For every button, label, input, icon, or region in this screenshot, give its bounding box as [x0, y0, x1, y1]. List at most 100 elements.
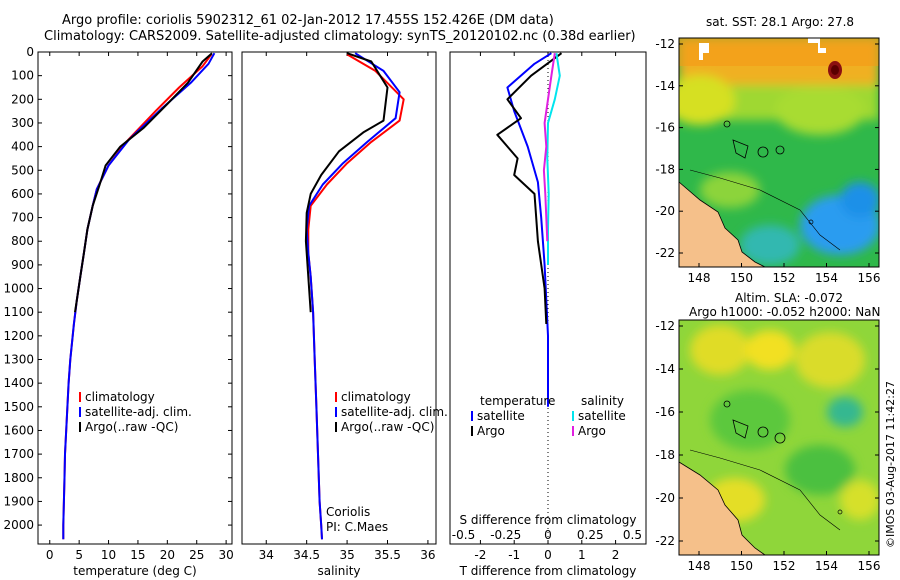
- x-tick-label: 30: [218, 548, 233, 562]
- y-tick-label: 1000: [3, 282, 34, 296]
- map-y-tick-label: -12: [655, 37, 675, 51]
- y-tick-label: 1600: [3, 423, 34, 437]
- series-line-2: [546, 53, 561, 265]
- y-tick-label: 1900: [3, 494, 34, 508]
- map-y-tick-label: -16: [655, 121, 675, 135]
- y-tick-label: 0: [26, 45, 34, 59]
- figure-title-line2: Climatology: CARS2009. Satellite-adjuste…: [44, 29, 636, 44]
- map-x-tick-label: 152: [773, 271, 796, 285]
- x-tick-label: -1: [508, 548, 520, 562]
- x-top-tick-label: 0.5: [623, 528, 642, 542]
- x-tick-label: 2: [612, 548, 620, 562]
- map-y-tick-label: -16: [655, 405, 675, 419]
- y-tick-label: 900: [11, 258, 34, 272]
- sla-map: 148 150 152 154 156 -12 -14 -16 -18 -20 -22: [655, 319, 880, 573]
- map-x-tick-label: 150: [730, 559, 753, 573]
- x-tick-label: 0: [46, 548, 54, 562]
- x-tick-label: 0: [544, 548, 552, 562]
- map-x-tick-label: 156: [858, 271, 881, 285]
- legend-label: climatology: [341, 390, 411, 404]
- legend-label: climatology: [85, 390, 155, 404]
- y-tick-label: 500: [11, 163, 34, 177]
- x-tick-label: 15: [130, 548, 145, 562]
- y-tick-label: 700: [11, 211, 34, 225]
- x-tick-label: 5: [75, 548, 83, 562]
- series-line-0: [506, 52, 552, 407]
- y-tick-label: 1800: [3, 471, 34, 485]
- map-y-tick-label: -22: [655, 246, 675, 260]
- x-tick-label: 10: [101, 548, 116, 562]
- map-x-tick-label: 156: [858, 559, 881, 573]
- sst-map: 148 150 152 154 156 -12 -14 -16 -18 -20 -22: [655, 37, 880, 285]
- y-tick-label: 2000: [3, 518, 34, 532]
- map-y-tick-label: -14: [655, 79, 675, 93]
- series-line-1: [496, 52, 563, 325]
- map-x-tick-label: 148: [688, 559, 711, 573]
- map-x-tick-label: 152: [773, 559, 796, 573]
- x-top-tick-label: -0.25: [490, 528, 521, 542]
- legend-label: satellite-adj. clim.: [341, 405, 448, 419]
- series-line-3: [542, 53, 556, 242]
- x-tick-label: 34: [259, 548, 274, 562]
- map-x-tick-label: 154: [815, 271, 838, 285]
- legend-label: Argo: [477, 424, 505, 438]
- x-top-tick-label: 0.25: [577, 528, 604, 542]
- x-tick-label: 36: [420, 548, 435, 562]
- salinity-profile-panel: 34 34.5 35 35.5 36 salinity climatologysatelli…: [241, 51, 448, 578]
- x-axis-label: temperature (deg C): [73, 564, 196, 578]
- sla-map-title: Altim. SLA: -0.072: [735, 291, 844, 305]
- map-y-tick-label: -14: [655, 362, 675, 376]
- x-top-tick-label: -0.5: [452, 528, 475, 542]
- legend-label: salinity: [581, 394, 624, 408]
- temperature-profile-panel: 0100200300400500600700800900100011001200…: [3, 45, 233, 578]
- map-y-tick-label: -22: [655, 534, 675, 548]
- map-y-tick-label: -20: [655, 204, 675, 218]
- x-tick-label: 35.5: [374, 548, 401, 562]
- x-top-tick-label: 0: [544, 528, 552, 542]
- y-tick-label: 1400: [3, 376, 34, 390]
- sla-map-subtitle: Argo h1000: -0.052 h2000: NaN: [689, 305, 881, 319]
- legend-label: temperature: [480, 394, 555, 408]
- annotation-text: Coriolis: [326, 505, 370, 519]
- sst-map-title: sat. SST: 28.1 Argo: 27.8: [706, 15, 855, 29]
- y-tick-label: 1100: [3, 305, 34, 319]
- series-line-2: [304, 52, 389, 313]
- x-tick-label: 35: [339, 548, 354, 562]
- map-x-tick-label: 154: [815, 559, 838, 573]
- imos-stamp: ©IMOS 03-Aug-2017 11:42:27: [884, 381, 897, 548]
- legend-label: satellite-adj. clim.: [85, 405, 192, 419]
- y-tick-label: 800: [11, 234, 34, 248]
- y-tick-label: 400: [11, 140, 34, 154]
- difference-profile-panel: -2 -1 0 1 2 T difference from climatology S di…: [449, 51, 647, 578]
- legend-label: Argo(..raw -QC): [341, 420, 434, 434]
- x-tick-label: 1: [578, 548, 586, 562]
- legend-label: satellite: [578, 409, 626, 423]
- y-tick-label: 600: [11, 187, 34, 201]
- legend-label: Argo: [578, 424, 606, 438]
- x-top-axis-label: S difference from climatology: [460, 513, 637, 527]
- figure-title-line1: Argo profile: coriolis 5902312_61 02-Jan…: [62, 13, 554, 28]
- y-tick-label: 1700: [3, 447, 34, 461]
- x-tick-label: 25: [189, 548, 204, 562]
- x-axis-label: T difference from climatology: [459, 564, 637, 578]
- map-y-tick-label: -18: [655, 448, 675, 462]
- y-tick-label: 100: [11, 69, 34, 83]
- x-axis-label: salinity: [317, 564, 360, 578]
- legend-label: Argo(..raw -QC): [85, 420, 178, 434]
- x-tick-label: 20: [160, 548, 175, 562]
- map-y-tick-label: -18: [655, 162, 675, 176]
- annotation-text: PI: C.Maes: [326, 520, 388, 534]
- y-tick-label: 1200: [3, 329, 34, 343]
- series-line-1: [305, 52, 401, 540]
- x-tick-label: -2: [474, 548, 486, 562]
- legend-label: satellite: [477, 409, 525, 423]
- y-tick-label: 200: [11, 92, 34, 106]
- x-tick-label: 34.5: [293, 548, 320, 562]
- series-line-2: [74, 52, 213, 313]
- y-tick-label: 1500: [3, 400, 34, 414]
- map-y-tick-label: -20: [655, 491, 675, 505]
- y-tick-label: 300: [11, 116, 34, 130]
- map-x-tick-label: 150: [730, 271, 753, 285]
- y-tick-label: 1300: [3, 353, 34, 367]
